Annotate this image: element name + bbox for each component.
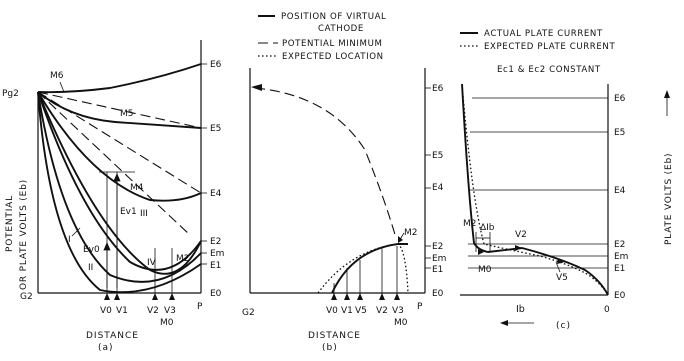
ib-label: Ib xyxy=(516,304,525,315)
panel-b-xlabel: DISTANCE xyxy=(308,331,361,341)
curve-i-label: I xyxy=(68,235,71,245)
panel-a: E6 E5 E4 E2 Em E1 E0 Pg2 G2 P xyxy=(2,40,224,353)
v5-label-c: V5 xyxy=(556,273,568,283)
panel-c-caption: (c) xyxy=(556,321,571,331)
curve-iv xyxy=(37,91,202,275)
panel-a-xlabel: DISTANCE xyxy=(86,331,139,341)
panel-c: E6 E5 E4 E2 Em E1 E0 ΔIb M2 V2 M0 V5 Ib xyxy=(460,83,674,331)
panel-b: E6 E5 E4 E2 Em E1 E0 V0 V1 V5 xyxy=(242,68,446,353)
v3-label-b: V3 xyxy=(392,306,404,316)
pg2-label: Pg2 xyxy=(2,89,19,99)
m6-label: M6 xyxy=(50,71,64,81)
em-label: Em xyxy=(210,249,224,259)
panel-a-ylabel-2: OR PLATE VOLTS (Eb) xyxy=(19,179,29,290)
expected-plate-current-curve xyxy=(461,83,609,296)
e6-label: E6 xyxy=(210,60,222,70)
legend-b: POSITION OF VIRTUAL CATHODE POTENTIAL MI… xyxy=(258,12,386,62)
panel-b-caption: (b) xyxy=(322,343,338,353)
e5-label-b: E5 xyxy=(432,151,443,161)
legend-solid-label-2: CATHODE xyxy=(318,24,364,34)
m0-label-a: M0 xyxy=(160,318,174,328)
legend-c-solid-label: ACTUAL PLATE CURRENT xyxy=(484,29,603,39)
em-label-b: Em xyxy=(432,254,446,264)
g2-label-b: G2 xyxy=(242,308,255,318)
curve-iv-label: IV xyxy=(147,258,157,268)
ev1-label: Ev1 xyxy=(120,207,137,217)
zero-label: 0 xyxy=(604,305,610,315)
e2-label: E2 xyxy=(210,237,221,247)
expected-location-curve xyxy=(317,243,409,294)
m2-label-b: M2 xyxy=(404,228,418,238)
virtual-cathode-curve xyxy=(331,243,408,294)
legend-c: ACTUAL PLATE CURRENT EXPECTED PLATE CURR… xyxy=(460,29,615,75)
e5-label: E5 xyxy=(210,124,221,134)
legend-dotted-label: EXPECTED LOCATION xyxy=(282,52,384,62)
v1-label-b: V1 xyxy=(341,306,353,316)
v0-label-a: V0 xyxy=(100,306,112,316)
m2-label-a: M2 xyxy=(176,254,190,264)
panel-c-ylabel: PLATE VOLTS (Eb) xyxy=(664,153,674,245)
ev0-label: Ev0 xyxy=(83,245,100,255)
e6-label-c: E6 xyxy=(614,94,626,104)
actual-plate-current-curve xyxy=(461,83,609,296)
curve-ii-label: II xyxy=(88,263,93,273)
e1-label-c: E1 xyxy=(614,264,625,274)
v2-label-a: V2 xyxy=(147,306,159,316)
panel-a-caption: (a) xyxy=(98,343,114,353)
e0-label: E0 xyxy=(210,289,222,299)
m0-label-b: M0 xyxy=(394,318,408,328)
curve-m5 xyxy=(37,91,202,129)
e2-label-b: E2 xyxy=(432,242,443,252)
constant-note: Ec1 & Ec2 CONSTANT xyxy=(497,65,601,75)
potential-minimum-curve xyxy=(254,87,397,239)
curve-ii xyxy=(37,91,202,283)
delta-ib-label: ΔIb xyxy=(480,223,495,233)
curve-m6 xyxy=(37,63,202,94)
v5-label-b: V5 xyxy=(355,306,367,316)
v0-label-b: V0 xyxy=(326,306,338,316)
e6-label-b: E6 xyxy=(432,84,444,94)
curve-i xyxy=(37,91,202,294)
legend-solid-label: POSITION OF VIRTUAL xyxy=(281,12,386,22)
g2-label-a: G2 xyxy=(20,292,33,302)
legend-dashed-label: POTENTIAL MINIMUM xyxy=(282,39,382,49)
e4-label-c: E4 xyxy=(614,186,626,196)
v1-label-a: V1 xyxy=(116,306,128,316)
curve-iii-label: III xyxy=(140,209,148,219)
m4-label: M4 xyxy=(130,183,144,193)
v2-label-c: V2 xyxy=(515,230,527,240)
e2-label-c: E2 xyxy=(614,240,625,250)
e5-label-c: E5 xyxy=(614,128,625,138)
e1-label-b: E1 xyxy=(432,265,443,275)
panel-a-ylabel: POTENTIAL xyxy=(5,195,15,252)
v2-label-b: V2 xyxy=(376,306,388,316)
curve-m4 xyxy=(37,91,202,202)
legend-c-dotted-label: EXPECTED PLATE CURRENT xyxy=(484,42,615,52)
plate-label-b: P xyxy=(417,302,423,312)
e4-label-b: E4 xyxy=(432,183,444,193)
m2-label-c: M2 xyxy=(463,219,477,229)
e4-label: E4 xyxy=(210,189,222,199)
em-label-c: Em xyxy=(614,252,628,262)
m0-label-c: M0 xyxy=(478,265,492,275)
e0-label-b: E0 xyxy=(432,289,444,299)
m5-label: M5 xyxy=(120,109,134,119)
plate-label-a: P xyxy=(197,302,203,312)
e1-label: E1 xyxy=(210,261,221,271)
v3-label-a: V3 xyxy=(164,306,176,316)
e0-label-c: E0 xyxy=(614,291,626,301)
curve-iii xyxy=(37,91,202,271)
